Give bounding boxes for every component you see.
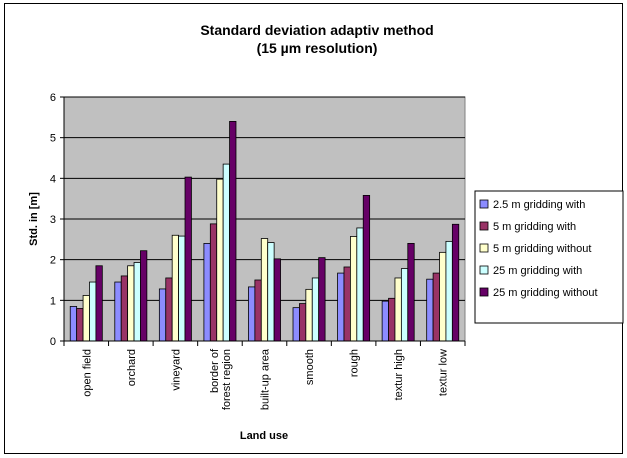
bar — [451, 223, 460, 342]
legend-swatch — [479, 199, 489, 209]
x-tick-label: border of — [209, 348, 221, 393]
bar — [381, 300, 389, 342]
legend-label: 25 m gridding with — [493, 265, 582, 277]
y-tick-label: 1 — [50, 295, 56, 307]
y-tick-label: 5 — [50, 133, 56, 145]
bar — [273, 258, 281, 342]
bar — [158, 288, 167, 342]
bar — [165, 277, 173, 342]
bar — [203, 242, 211, 342]
bar — [120, 275, 129, 342]
legend-label: 5 m gridding with — [493, 221, 576, 233]
y-tick-label: 6 — [50, 92, 56, 104]
chart-subtitle: (15 µm resolution) — [257, 40, 378, 56]
bar — [254, 279, 262, 342]
bar — [222, 163, 230, 342]
y-tick-label: 4 — [50, 173, 56, 185]
x-tick-label: vineyard — [170, 349, 182, 391]
bar — [318, 257, 326, 342]
legend-swatch — [479, 265, 489, 275]
bar — [82, 295, 90, 342]
bar — [69, 306, 78, 342]
bar — [439, 251, 447, 342]
x-tick-label: smooth — [304, 349, 316, 385]
x-tick-label: orchard — [126, 349, 138, 386]
chart-title: Standard deviation adaptiv method — [200, 22, 433, 38]
bar — [388, 297, 396, 342]
bar — [350, 236, 358, 342]
bar — [337, 272, 345, 342]
legend-label: 2.5 m gridding with — [493, 199, 585, 211]
bar — [311, 277, 320, 342]
x-tick-label: textur low — [438, 349, 450, 396]
x-tick-label: rough — [349, 349, 361, 377]
bar — [362, 195, 371, 342]
bar — [229, 121, 237, 342]
bar — [260, 238, 269, 342]
bar — [445, 240, 453, 342]
y-axis-label: Std. in [m] — [28, 192, 40, 246]
bar — [127, 265, 135, 342]
x-axis: open field orchard vineyard border of forest… — [63, 340, 466, 410]
bar — [133, 262, 141, 342]
bar — [305, 288, 313, 342]
bar — [248, 286, 256, 342]
x-tick-label: forest region — [221, 349, 233, 410]
x-axis-label: Land use — [240, 430, 288, 442]
bar — [114, 281, 122, 342]
legend-swatch — [479, 243, 489, 253]
bar — [76, 308, 84, 342]
bar — [400, 268, 409, 342]
bar — [426, 278, 434, 342]
legend-swatch — [479, 221, 489, 231]
x-tick-label: open field — [81, 349, 93, 397]
bar — [267, 242, 275, 342]
bar — [343, 266, 351, 342]
legend-swatch — [479, 287, 489, 297]
x-tick-label: built-up area — [260, 348, 272, 410]
bar — [432, 272, 440, 342]
bar — [407, 242, 415, 342]
bar — [209, 223, 218, 342]
x-tick-label: textur high — [393, 349, 405, 400]
bar — [140, 250, 148, 342]
legend-box — [474, 190, 624, 324]
legend-label: 5 m gridding without — [493, 243, 591, 255]
bar — [178, 235, 186, 342]
bar — [171, 234, 179, 342]
bar — [216, 178, 224, 342]
bar — [299, 303, 307, 342]
bar — [89, 281, 97, 342]
bar — [95, 265, 103, 342]
bar — [394, 277, 402, 342]
legend-label: 25 m gridding without — [493, 287, 598, 299]
bar — [356, 227, 364, 342]
legend: 2.5 m gridding with 5 m gridding with 5 m … — [479, 199, 598, 299]
bar — [292, 307, 300, 342]
y-tick-label: 3 — [50, 214, 56, 226]
y-axis: 0 1 2 3 4 5 6 — [50, 92, 65, 348]
bar — [184, 176, 192, 342]
y-tick-label: 2 — [50, 255, 56, 267]
y-tick-label: 0 — [50, 336, 56, 348]
